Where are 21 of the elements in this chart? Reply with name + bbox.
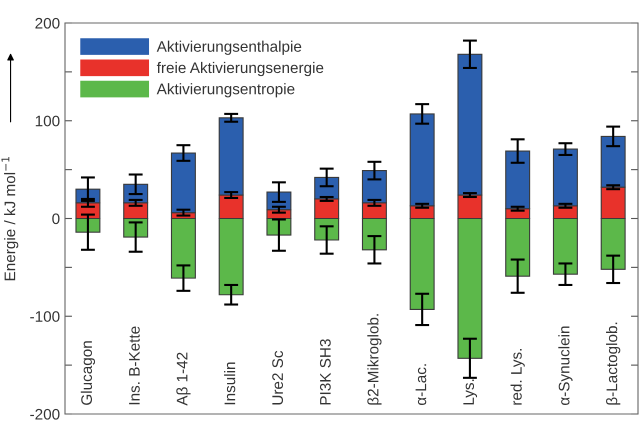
y-tick-label: 200 bbox=[35, 18, 60, 29]
x-tick-label: Insulin bbox=[224, 362, 236, 404]
legend-label: Aktivierungsentropie bbox=[156, 83, 294, 98]
y-tick-label: 0 bbox=[52, 213, 60, 224]
x-tick-label: α-Synuclein bbox=[558, 326, 573, 406]
x-tick-label: Glucagon bbox=[80, 341, 96, 405]
x-tick-label: Ure2 Sc bbox=[272, 350, 284, 404]
legend-label: freie Aktivierungsenergie bbox=[156, 62, 324, 76]
y-tick-label: -200 bbox=[30, 408, 60, 420]
x-tick-label: Ins. B-Kette bbox=[129, 326, 140, 404]
y-tick-label: -100 bbox=[30, 311, 60, 322]
y-axis-title: Energie / kJ mol$^{−1}$ bbox=[1, 156, 18, 280]
x-tick-label: PI3K SH3 bbox=[320, 339, 331, 404]
x-tick-label: Lys. bbox=[463, 380, 478, 404]
y-tick-label: 100 bbox=[36, 116, 60, 126]
x-tick-label: β2-Mikroglob. bbox=[367, 314, 382, 405]
x-tick-label: red. Lys. bbox=[510, 349, 525, 405]
x-tick-label: Aβ 1-42 bbox=[176, 352, 191, 406]
legend-label: Aktivierungsenthalpie bbox=[156, 40, 302, 55]
x-tick-label: α-Lac. bbox=[416, 364, 426, 406]
x-tick-label: β-Lactoglob. bbox=[606, 322, 620, 405]
